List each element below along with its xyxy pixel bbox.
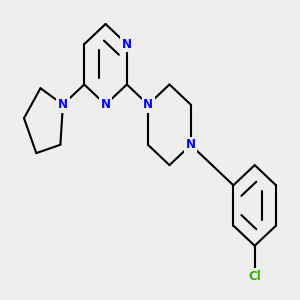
Text: N: N <box>143 98 153 111</box>
Text: N: N <box>58 98 68 111</box>
Text: N: N <box>100 98 111 111</box>
Text: N: N <box>186 139 196 152</box>
Text: N: N <box>122 38 132 51</box>
Text: Cl: Cl <box>248 269 261 283</box>
